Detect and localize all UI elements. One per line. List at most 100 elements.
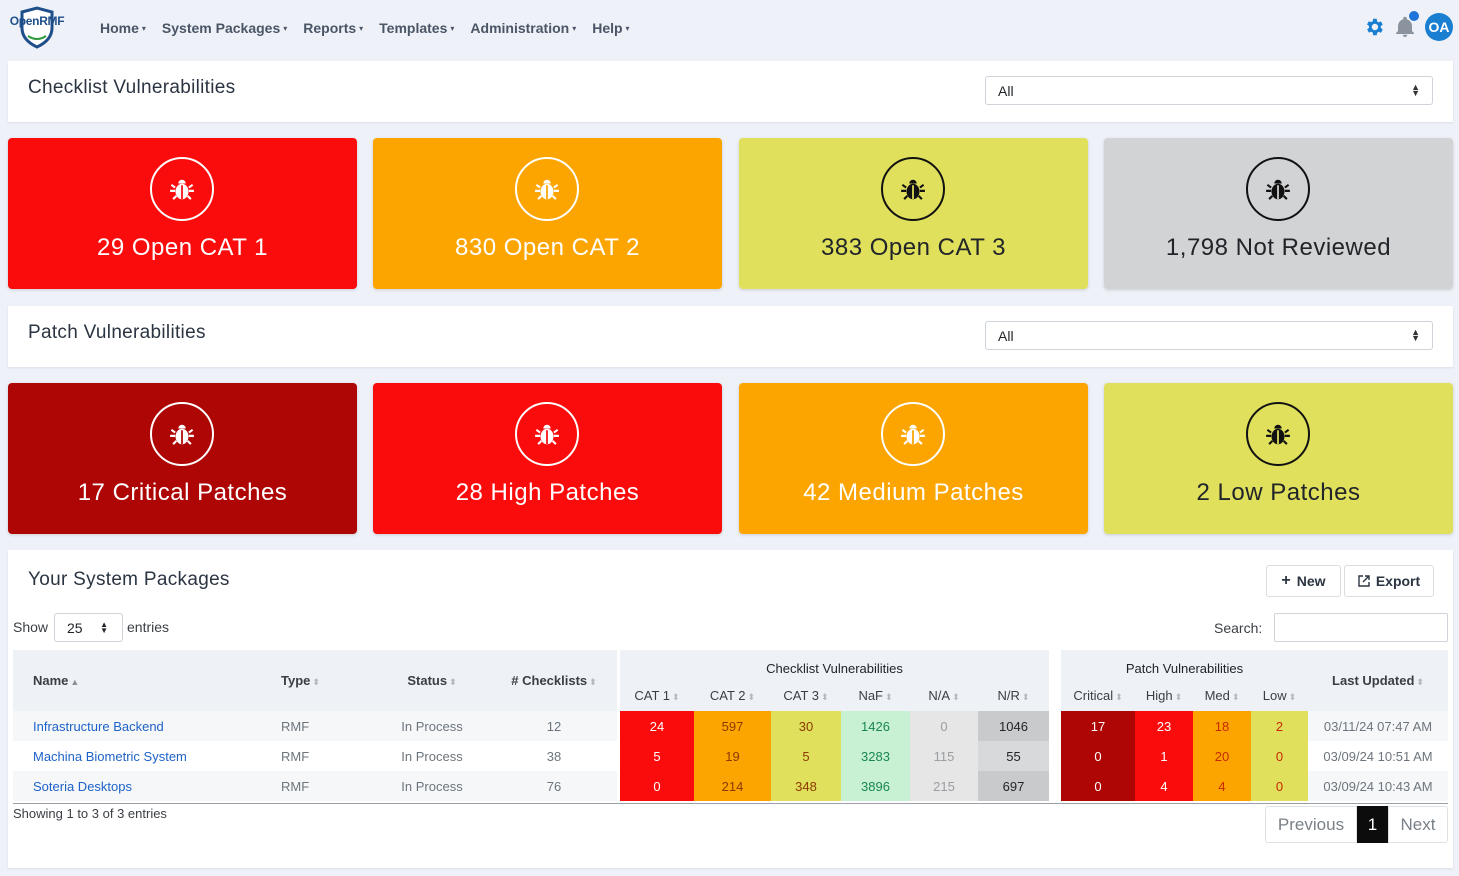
package-checklists-cell: 38 — [546, 748, 562, 764]
col-header-critical[interactable]: Critical ⬍ — [1061, 680, 1135, 711]
group-header-checklist: Checklist Vulnerabilities — [766, 660, 903, 676]
cat1-cell: 5 — [620, 741, 694, 771]
sort-icon: ⬍ — [821, 692, 829, 702]
nav-templates[interactable]: Templates ▾ — [379, 20, 454, 36]
col-med-label: Med — [1204, 688, 1230, 703]
col-header-updated[interactable]: Last Updated ⬍ — [1308, 650, 1448, 711]
checklist-filter-select[interactable]: All ▲ ▼ — [985, 76, 1433, 105]
package-type-cell: RMF — [281, 748, 310, 764]
nav-reports[interactable]: Reports ▾ — [303, 20, 363, 36]
table-row: Machina Biometric System RMF In Process … — [13, 741, 1448, 771]
col-header-status[interactable]: Status ⬍ — [373, 650, 491, 711]
low-cell: 0 — [1251, 741, 1308, 771]
card-low-patches[interactable]: 2 Low Patches — [1104, 383, 1453, 534]
card-not-reviewed[interactable]: 1,798 Not Reviewed — [1104, 138, 1453, 289]
col-name-label: Name — [33, 673, 69, 688]
package-type-cell: RMF — [281, 718, 310, 734]
card-open-cat1[interactable]: 29 Open CAT 1 — [8, 138, 357, 289]
entries-length-select[interactable]: 25 ▲ ▼ — [54, 613, 123, 642]
sort-icon: ⬍ — [449, 677, 457, 687]
caret-down-icon: ▾ — [450, 24, 455, 34]
caret-down-icon: ▾ — [141, 24, 146, 34]
package-link[interactable]: Soteria Desktops — [33, 778, 132, 794]
spacer — [1049, 771, 1061, 801]
high-cell: 23 — [1135, 711, 1193, 741]
new-package-button[interactable]: + New — [1266, 565, 1341, 597]
cat2-cell: 597 — [694, 711, 771, 741]
patch-vulnerabilities-title: Patch Vulnerabilities — [28, 322, 206, 343]
card-critical-patches[interactable]: 17 Critical Patches — [8, 383, 357, 534]
package-link[interactable]: Machina Biometric System — [33, 748, 187, 764]
nav-administration[interactable]: Administration ▾ — [470, 20, 576, 36]
gear-icon[interactable] — [1363, 16, 1385, 38]
logo-text-rmf: RMF — [39, 14, 65, 28]
card-open-cat2[interactable]: 830 Open CAT 2 — [373, 138, 722, 289]
na-cell: 0 — [910, 711, 978, 741]
card-medium-patches[interactable]: 42 Medium Patches — [739, 383, 1088, 534]
col-header-name[interactable]: Name ▲ — [13, 650, 268, 711]
patch-filter-select[interactable]: All ▲ ▼ — [985, 321, 1433, 350]
col-header-checklists[interactable]: # Checklists ⬍ — [491, 650, 617, 711]
nav-actions: OA — [1363, 11, 1453, 41]
nav-help[interactable]: Help ▾ — [592, 20, 629, 36]
openrmf-logo[interactable]: OpenRMF — [8, 6, 66, 50]
col-cat1-label: CAT 1 — [634, 688, 671, 703]
bug-icon — [1246, 157, 1310, 221]
bug-icon — [1246, 402, 1310, 466]
system-packages-table: Name ▲ Type ⬍ Status ⬍ # Checklists ⬍ Checkl… — [13, 650, 1448, 801]
col-header-nr[interactable]: N/R ⬍ — [978, 680, 1049, 711]
low-cell: 2 — [1251, 711, 1308, 741]
col-header-cat2[interactable]: CAT 2 ⬍ — [694, 680, 771, 711]
card-low-patches-label: 2 Low Patches — [1196, 479, 1361, 506]
sort-asc-icon: ▲ — [70, 677, 80, 687]
med-cell: 4 — [1193, 771, 1251, 801]
search-input[interactable] — [1274, 613, 1448, 642]
group-header-patch: Patch Vulnerabilities — [1125, 660, 1244, 676]
export-button[interactable]: Export — [1344, 565, 1434, 597]
pagination-page-1[interactable]: 1 — [1357, 806, 1388, 843]
table-row: Soteria Desktops RMF In Process 76 0 214… — [13, 771, 1448, 801]
bug-icon — [881, 157, 945, 221]
col-header-med[interactable]: Med ⬍ — [1193, 680, 1251, 711]
card-high-patches[interactable]: 28 High Patches — [373, 383, 722, 534]
col-header-na[interactable]: N/A ⬍ — [910, 680, 978, 711]
caret-down-icon: ▾ — [359, 24, 364, 34]
pagination-previous-button[interactable]: Previous — [1265, 806, 1357, 843]
package-checklists-cell: 12 — [546, 718, 562, 734]
avatar[interactable]: OA — [1425, 13, 1453, 41]
col-header-cat3[interactable]: CAT 3 ⬍ — [771, 680, 841, 711]
sort-icon: ⬍ — [1021, 692, 1030, 702]
nav-system-packages[interactable]: System Packages ▾ — [162, 20, 287, 36]
entries-length-value: 25 — [67, 620, 83, 636]
naf-cell: 3896 — [841, 771, 910, 801]
notification-dot — [1409, 11, 1419, 21]
cat3-cell: 5 — [771, 741, 841, 771]
caret-down-icon: ▾ — [283, 24, 288, 34]
updated-cell: 03/11/24 07:47 AM — [1323, 718, 1433, 734]
col-header-high[interactable]: High ⬍ — [1135, 680, 1193, 711]
col-header-type[interactable]: Type ⬍ — [268, 650, 373, 711]
col-header-cat1[interactable]: CAT 1 ⬍ — [620, 680, 694, 711]
critical-cell: 17 — [1061, 711, 1135, 741]
package-link[interactable]: Infrastructure Backend — [33, 718, 164, 734]
show-label: Show — [13, 619, 49, 635]
card-open-cat3[interactable]: 383 Open CAT 3 — [739, 138, 1088, 289]
sort-icon: ⬍ — [885, 692, 893, 702]
col-header-naf[interactable]: NaF ⬍ — [841, 680, 910, 711]
spacer — [1049, 741, 1061, 771]
package-status-cell: In Process — [401, 748, 463, 764]
naf-cell: 1426 — [841, 711, 910, 741]
export-button-label: Export — [1375, 573, 1421, 589]
pagination-next-button[interactable]: Next — [1388, 806, 1448, 843]
bug-icon — [515, 402, 579, 466]
col-header-low[interactable]: Low ⬍ — [1251, 680, 1308, 711]
card-critical-patches-label: 17 Critical Patches — [77, 479, 288, 506]
sort-icon: ⬍ — [1416, 677, 1424, 687]
spacer — [1049, 650, 1061, 711]
package-name-cell: Infrastructure Backend — [13, 711, 268, 741]
caret-down-icon: ▾ — [625, 24, 630, 34]
caret-down-icon: ▾ — [572, 24, 577, 34]
nav-home[interactable]: Home ▾ — [100, 20, 146, 36]
notifications-button[interactable] — [1393, 11, 1419, 39]
package-status-cell: In Process — [401, 778, 463, 794]
